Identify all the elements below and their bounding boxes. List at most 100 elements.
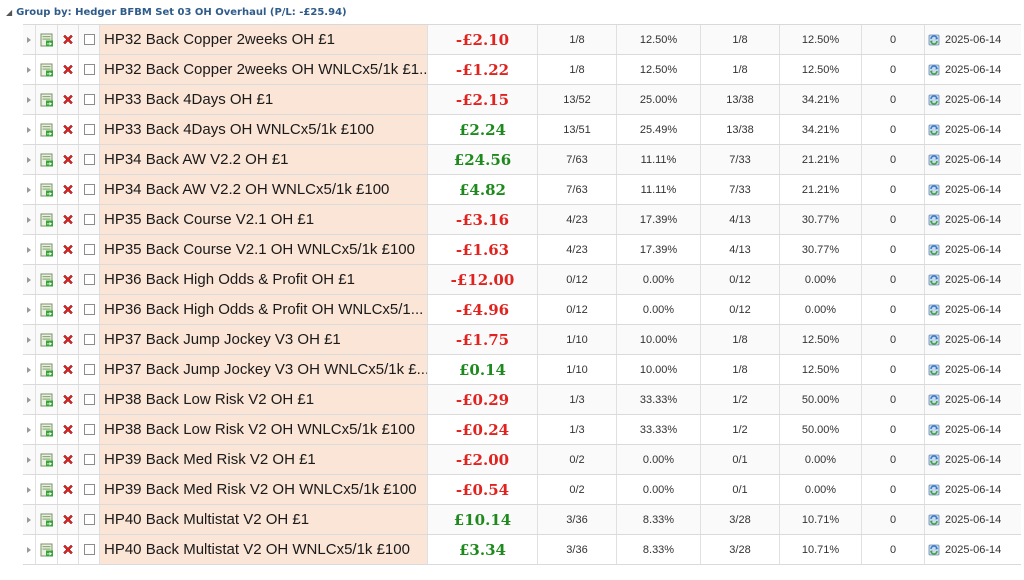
- refresh-icon[interactable]: [927, 153, 941, 167]
- delete-strategy-button[interactable]: [58, 115, 79, 144]
- row-select-checkbox[interactable]: [83, 34, 95, 45]
- delete-strategy-button[interactable]: [58, 145, 79, 174]
- row-select-checkbox-cell[interactable]: [79, 415, 100, 444]
- table-row[interactable]: HP40 Back Multistat V2 OH WNLCx5/1k £100…: [23, 535, 1021, 565]
- row-select-checkbox-cell[interactable]: [79, 355, 100, 384]
- edit-strategy-icon[interactable]: [40, 183, 54, 197]
- edit-strategy-icon[interactable]: [40, 213, 54, 227]
- row-select-checkbox[interactable]: [83, 64, 95, 75]
- row-select-checkbox[interactable]: [83, 214, 95, 225]
- row-expander[interactable]: [23, 145, 36, 174]
- expand-arrow-icon[interactable]: [27, 246, 31, 253]
- delete-x-icon[interactable]: [62, 244, 74, 256]
- row-expander[interactable]: [23, 55, 36, 84]
- edit-strategy-icon[interactable]: [40, 453, 54, 467]
- row-expander[interactable]: [23, 505, 36, 534]
- delete-x-icon[interactable]: [62, 514, 74, 526]
- delete-x-icon[interactable]: [62, 124, 74, 136]
- expand-arrow-icon[interactable]: [27, 216, 31, 223]
- edit-strategy-button[interactable]: [36, 295, 58, 324]
- table-row[interactable]: HP34 Back AW V2.2 OH WNLCx5/1k £100 £4.8…: [23, 175, 1021, 205]
- row-select-checkbox[interactable]: [83, 544, 95, 555]
- row-expander[interactable]: [23, 355, 36, 384]
- expand-arrow-icon[interactable]: [27, 96, 31, 103]
- expand-arrow-icon[interactable]: [27, 66, 31, 73]
- row-expander[interactable]: [23, 115, 36, 144]
- refresh-icon[interactable]: [927, 513, 941, 527]
- delete-strategy-button[interactable]: [58, 85, 79, 114]
- row-select-checkbox[interactable]: [83, 484, 95, 495]
- row-expander[interactable]: [23, 205, 36, 234]
- delete-strategy-button[interactable]: [58, 235, 79, 264]
- table-row[interactable]: HP33 Back 4Days OH £1 -£2.15 13/52 25.00…: [23, 85, 1021, 115]
- table-row[interactable]: HP37 Back Jump Jockey V3 OH WNLCx5/1k £.…: [23, 355, 1021, 385]
- refresh-icon[interactable]: [927, 33, 941, 47]
- row-select-checkbox[interactable]: [83, 514, 95, 525]
- refresh-icon[interactable]: [927, 183, 941, 197]
- expand-arrow-icon[interactable]: [27, 456, 31, 463]
- delete-x-icon[interactable]: [62, 454, 74, 466]
- refresh-icon[interactable]: [927, 93, 941, 107]
- edit-strategy-button[interactable]: [36, 235, 58, 264]
- row-select-checkbox[interactable]: [83, 244, 95, 255]
- delete-strategy-button[interactable]: [58, 175, 79, 204]
- edit-strategy-button[interactable]: [36, 445, 58, 474]
- edit-strategy-button[interactable]: [36, 385, 58, 414]
- delete-x-icon[interactable]: [62, 214, 74, 226]
- row-select-checkbox-cell[interactable]: [79, 505, 100, 534]
- table-row[interactable]: HP32 Back Copper 2weeks OH WNLCx5/1k £1.…: [23, 55, 1021, 85]
- delete-x-icon[interactable]: [62, 544, 74, 556]
- row-expander[interactable]: [23, 295, 36, 324]
- refresh-button[interactable]: [925, 445, 943, 474]
- delete-strategy-button[interactable]: [58, 25, 79, 54]
- table-row[interactable]: HP35 Back Course V2.1 OH WNLCx5/1k £100 …: [23, 235, 1021, 265]
- edit-strategy-button[interactable]: [36, 25, 58, 54]
- expand-arrow-icon[interactable]: [27, 366, 31, 373]
- delete-strategy-button[interactable]: [58, 55, 79, 84]
- edit-strategy-button[interactable]: [36, 55, 58, 84]
- refresh-button[interactable]: [925, 355, 943, 384]
- edit-strategy-icon[interactable]: [40, 153, 54, 167]
- delete-x-icon[interactable]: [62, 424, 74, 436]
- refresh-icon[interactable]: [927, 243, 941, 257]
- delete-strategy-button[interactable]: [58, 505, 79, 534]
- row-expander[interactable]: [23, 85, 36, 114]
- row-select-checkbox[interactable]: [83, 184, 95, 195]
- delete-strategy-button[interactable]: [58, 415, 79, 444]
- refresh-icon[interactable]: [927, 123, 941, 137]
- expand-arrow-icon[interactable]: [27, 186, 31, 193]
- expand-arrow-icon[interactable]: [27, 276, 31, 283]
- refresh-icon[interactable]: [927, 333, 941, 347]
- row-expander[interactable]: [23, 325, 36, 354]
- table-row[interactable]: HP38 Back Low Risk V2 OH £1 -£0.29 1/3 3…: [23, 385, 1021, 415]
- delete-strategy-button[interactable]: [58, 355, 79, 384]
- edit-strategy-icon[interactable]: [40, 513, 54, 527]
- delete-x-icon[interactable]: [62, 154, 74, 166]
- row-select-checkbox-cell[interactable]: [79, 445, 100, 474]
- row-expander[interactable]: [23, 25, 36, 54]
- row-select-checkbox-cell[interactable]: [79, 85, 100, 114]
- refresh-icon[interactable]: [927, 423, 941, 437]
- edit-strategy-button[interactable]: [36, 85, 58, 114]
- row-select-checkbox[interactable]: [83, 124, 95, 135]
- group-header[interactable]: ◢ Group by: Hedger BFBM Set 03 OH Overha…: [0, 0, 1024, 24]
- delete-x-icon[interactable]: [62, 394, 74, 406]
- row-select-checkbox[interactable]: [83, 424, 95, 435]
- edit-strategy-icon[interactable]: [40, 393, 54, 407]
- row-select-checkbox-cell[interactable]: [79, 145, 100, 174]
- edit-strategy-icon[interactable]: [40, 93, 54, 107]
- edit-strategy-button[interactable]: [36, 505, 58, 534]
- table-row[interactable]: HP39 Back Med Risk V2 OH WNLCx5/1k £100 …: [23, 475, 1021, 505]
- delete-strategy-button[interactable]: [58, 475, 79, 504]
- table-row[interactable]: HP36 Back High Odds & Profit OH £1 -£12.…: [23, 265, 1021, 295]
- refresh-button[interactable]: [925, 415, 943, 444]
- edit-strategy-button[interactable]: [36, 265, 58, 294]
- row-select-checkbox-cell[interactable]: [79, 175, 100, 204]
- delete-strategy-button[interactable]: [58, 265, 79, 294]
- table-row[interactable]: HP40 Back Multistat V2 OH £1 £10.14 3/36…: [23, 505, 1021, 535]
- expand-arrow-icon[interactable]: [27, 306, 31, 313]
- delete-strategy-button[interactable]: [58, 205, 79, 234]
- refresh-button[interactable]: [925, 265, 943, 294]
- refresh-icon[interactable]: [927, 363, 941, 377]
- edit-strategy-button[interactable]: [36, 115, 58, 144]
